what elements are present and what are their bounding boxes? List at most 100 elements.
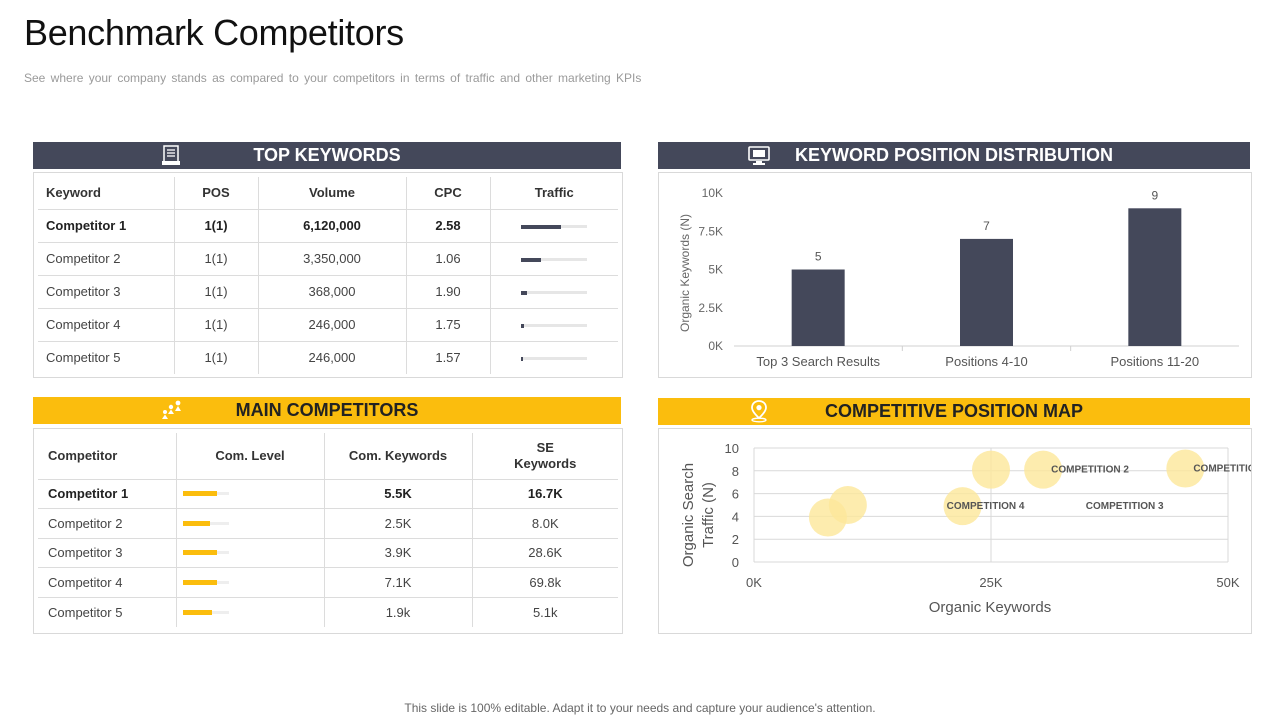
se-keywords-cell: 5.1k [471, 596, 618, 627]
se-keywords-cell: 8.0K [471, 508, 618, 539]
column-header: Competitor [38, 433, 177, 480]
table-row: Competitor 3 1(1) 368,000 1.90 [38, 274, 618, 309]
com-level-bar [182, 491, 229, 497]
com-level-bar [182, 579, 229, 585]
top-keywords-header: TOP KEYWORDS [33, 142, 621, 169]
keyword-cell: Competitor 5 [38, 340, 175, 374]
keyword-cell: Competitor 4 [38, 307, 175, 342]
x-tick-label: Positions 11-20 [1111, 354, 1200, 369]
se-keywords-cell: 16.7K [471, 478, 618, 509]
bubble-label: COMPETITION 4 [947, 501, 1025, 512]
com-level-bar [182, 550, 229, 556]
y-tick-label: 10 [725, 441, 739, 456]
competitive-position-map-title: COMPETITIVE POSITION MAP [824, 401, 1084, 421]
y-tick-label: 5K [708, 263, 723, 277]
y-tick-label: 8 [732, 464, 739, 479]
table-row: Competitor 2 2.5K 8.0K [38, 508, 618, 539]
scatter-ylabel: Organic Search Traffic (N) [680, 463, 717, 567]
column-header: SE Keywords [471, 433, 618, 480]
bubble-label: COMPETITION 2 [1051, 465, 1129, 476]
competitor-cell: Competitor 5 [38, 596, 177, 627]
column-header: Com. Keywords [323, 433, 473, 480]
keyword-position-distribution-header: KEYWORD POSITION DISTRIBUTION [658, 142, 1250, 169]
traffic-bar-fill [521, 224, 561, 229]
bar-data-label: 9 [1151, 188, 1158, 202]
y-tick-label: 7.5K [698, 224, 723, 238]
traffic-bar-fill [521, 257, 542, 262]
traffic-bar-fill [521, 356, 524, 361]
bar-data-label: 7 [983, 219, 990, 233]
competitor-cell: Competitor 1 [38, 478, 177, 509]
competitor-cell: Competitor 2 [38, 508, 177, 539]
keyword-cell: Competitor 3 [38, 274, 175, 309]
volume-cell: 6,120,000 [257, 208, 407, 243]
table-row: Competitor 2 1(1) 3,350,000 1.06 [38, 241, 618, 276]
keyword-cell: Competitor 1 [38, 208, 175, 243]
document-icon [160, 145, 182, 172]
x-tick-label: 25K [979, 575, 1002, 590]
com-level-cell [175, 537, 325, 568]
pos-cell: 1(1) [173, 274, 259, 309]
bar [960, 238, 1013, 346]
page-subtitle: See where your company stands as compare… [24, 71, 642, 85]
com-keywords-cell: 2.5K [323, 508, 473, 539]
x-tick-label: Positions 4-10 [945, 354, 1027, 369]
table-row: Competitor 4 1(1) 246,000 1.75 [38, 307, 618, 342]
table-row: Competitor 5 1.9k 5.1k [38, 596, 618, 627]
table-row: Competitor 5 1(1) 246,000 1.57 [38, 340, 618, 374]
com-level-fill [182, 550, 217, 556]
traffic-cell [489, 274, 618, 309]
y-tick-label: 6 [732, 487, 739, 502]
volume-cell: 246,000 [257, 307, 407, 342]
com-keywords-cell: 3.9K [323, 537, 473, 568]
cpc-cell: 1.06 [405, 241, 491, 276]
bubble [972, 450, 1010, 489]
column-header: POS [173, 177, 259, 210]
cpc-cell: 2.58 [405, 208, 491, 243]
keyword-position-bar-chart: Organic Keywords (N) 0K 2.5K 5K 7.5K 10K 5 Top… [678, 186, 1239, 369]
com-keywords-cell: 7.1K [323, 567, 473, 598]
traffic-bar [521, 224, 588, 229]
keyword-position-distribution-title: KEYWORD POSITION DISTRIBUTION [794, 145, 1113, 165]
traffic-bar [521, 257, 588, 262]
com-level-cell [175, 508, 325, 539]
com-level-bar [182, 609, 229, 615]
competitive-position-map-header: COMPETITIVE POSITION MAP [658, 398, 1250, 425]
bar-chart-box: Organic Keywords (N) 0K 2.5K 5K 7.5K 10K 5 Top… [658, 172, 1252, 378]
com-level-bar [182, 520, 229, 526]
volume-cell: 368,000 [257, 274, 407, 309]
scatter-chart-box: Organic Search Traffic (N) Organic Keywor… [658, 428, 1272, 634]
main-competitors-table: Competitor Com. Level Com. Keywords SE K… [38, 433, 618, 627]
y-tick-label: 0K [708, 339, 723, 353]
scatter-ylabel-line-1: Organic Search [680, 463, 697, 567]
top-keywords-title: TOP KEYWORDS [253, 145, 401, 165]
com-level-fill [182, 579, 217, 585]
table-row: Competitor 1 1(1) 6,120,000 2.58 [38, 208, 618, 243]
page-footer: This slide is 100% editable. Adapt it to… [404, 701, 876, 715]
y-tick-label: 0 [732, 555, 739, 570]
location-pin-icon [748, 399, 770, 428]
column-header: Volume [257, 177, 407, 210]
com-level-cell [175, 596, 325, 627]
y-tick-label: 4 [732, 509, 739, 524]
bar-data-label: 5 [815, 250, 822, 264]
cpc-cell: 1.57 [405, 340, 491, 374]
table-row: Competitor 1 5.5K 16.7K [38, 478, 618, 509]
y-tick-label: 10K [702, 186, 723, 200]
top-keywords-table: Keyword POS Volume CPC Traffic Competito… [38, 177, 618, 374]
volume-cell: 3,350,000 [257, 241, 407, 276]
traffic-cell [489, 340, 618, 374]
pos-cell: 1(1) [173, 208, 259, 243]
main-competitors-header: MAIN COMPETITORS [33, 397, 621, 424]
com-level-fill [182, 491, 217, 497]
com-level-cell [175, 567, 325, 598]
traffic-cell [489, 208, 618, 243]
column-header: CPC [405, 177, 491, 210]
com-level-cell [175, 478, 325, 509]
y-tick-label: 2.5K [698, 301, 723, 315]
bubble [1166, 449, 1205, 488]
pos-cell: 1(1) [173, 241, 259, 276]
column-header: Com. Level [175, 433, 325, 480]
cpc-cell: 1.75 [405, 307, 491, 342]
traffic-bar [521, 356, 588, 361]
